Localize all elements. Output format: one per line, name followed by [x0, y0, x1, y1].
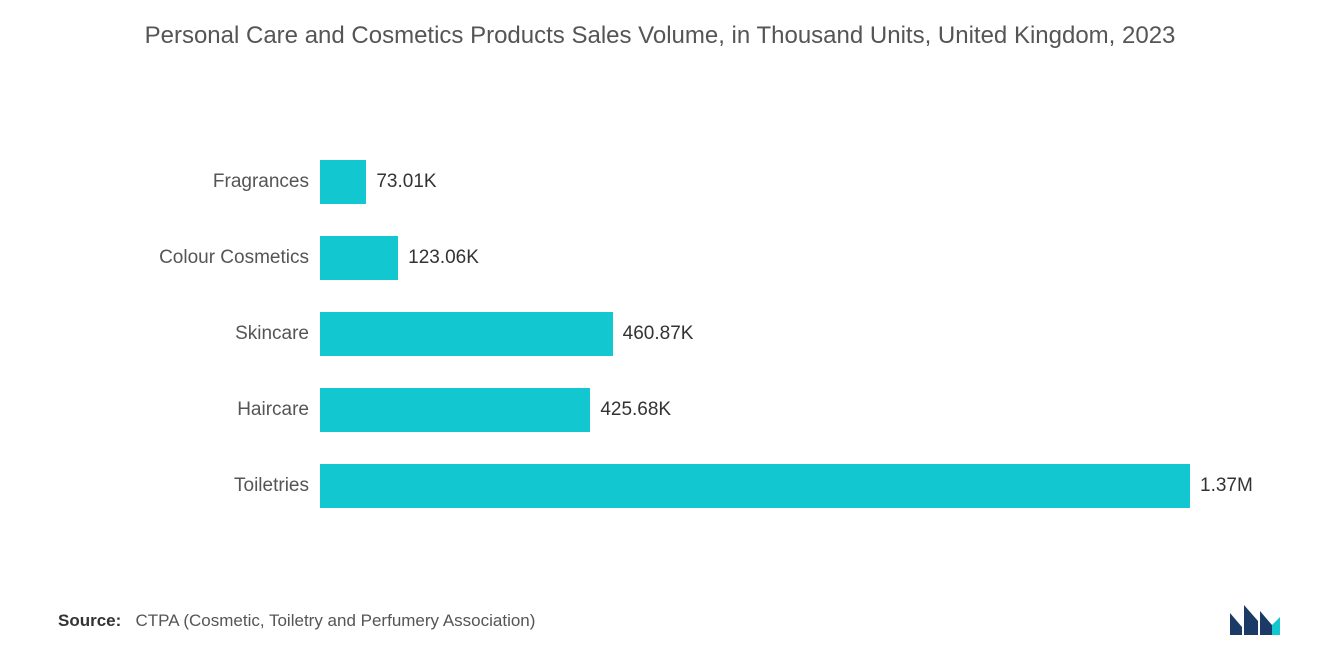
bar-row: Skincare 460.87K: [0, 312, 1320, 356]
value-label: 123.06K: [398, 247, 479, 269]
category-label: Toiletries: [0, 475, 320, 497]
category-label: Skincare: [0, 323, 320, 345]
bar-chart: Fragrances 73.01K Colour Cosmetics 123.0…: [0, 160, 1320, 540]
bar-row: Toiletries 1.37M: [0, 464, 1320, 508]
bar-skincare: [320, 312, 613, 356]
bar-row: Fragrances 73.01K: [0, 160, 1320, 204]
bar-fragrances: [320, 160, 366, 204]
brand-logo-icon: [1228, 599, 1282, 639]
value-label: 1.37M: [1190, 475, 1253, 497]
bar-toiletries: [320, 464, 1190, 508]
bar-row: Haircare 425.68K: [0, 388, 1320, 432]
category-label: Fragrances: [0, 171, 320, 193]
bar-row: Colour Cosmetics 123.06K: [0, 236, 1320, 280]
bar-colour-cosmetics: [320, 236, 398, 280]
chart-title: Personal Care and Cosmetics Products Sal…: [0, 20, 1320, 52]
bar-haircare: [320, 388, 590, 432]
source-label: Source:: [58, 611, 121, 630]
source-attribution: Source: CTPA (Cosmetic, Toiletry and Per…: [58, 611, 535, 631]
chart-container: Personal Care and Cosmetics Products Sal…: [0, 0, 1320, 665]
category-label: Colour Cosmetics: [0, 247, 320, 269]
value-label: 425.68K: [590, 399, 671, 421]
value-label: 73.01K: [366, 171, 436, 193]
source-text: CTPA (Cosmetic, Toiletry and Perfumery A…: [135, 611, 535, 630]
category-label: Haircare: [0, 399, 320, 421]
value-label: 460.87K: [613, 323, 694, 345]
